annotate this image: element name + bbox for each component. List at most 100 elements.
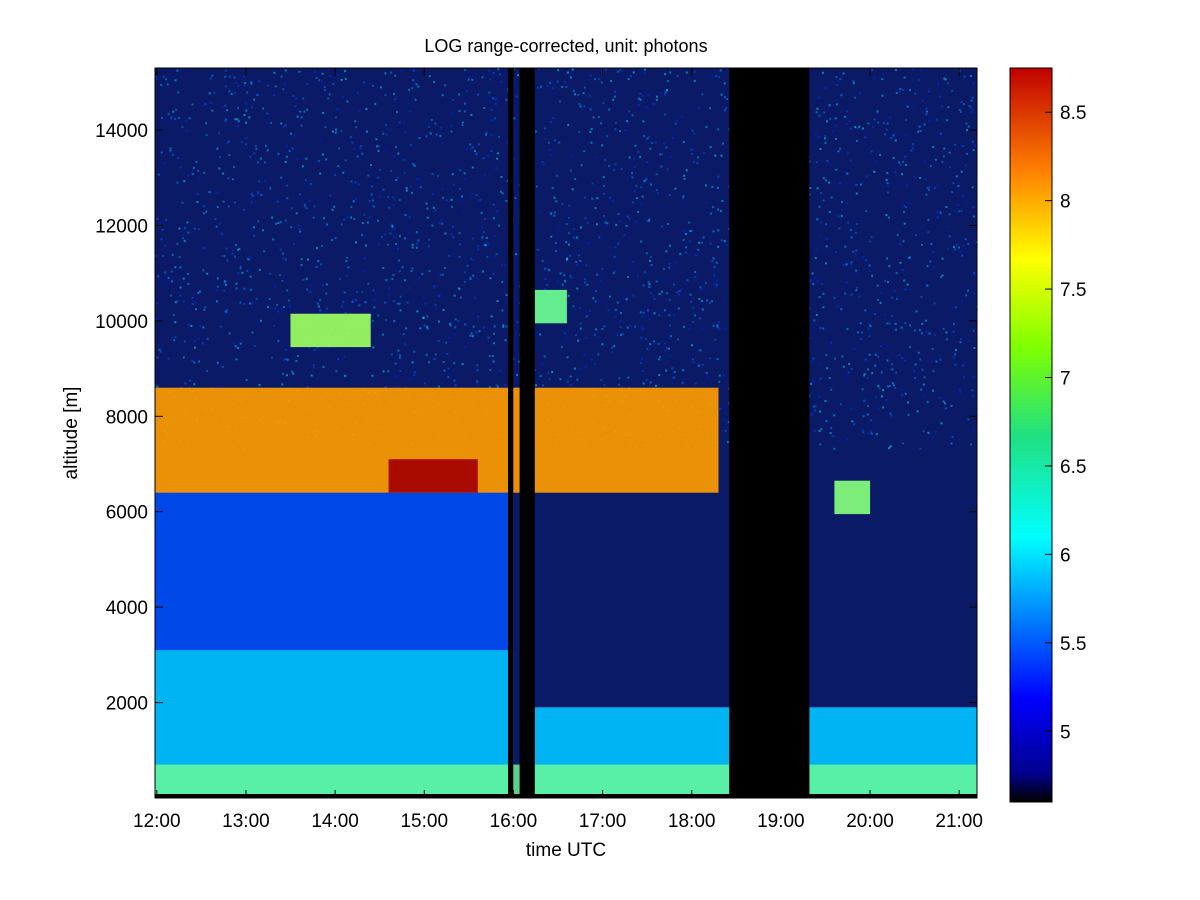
noise-speckle	[399, 354, 402, 357]
noise-speckle	[618, 383, 621, 386]
noise-speckle	[250, 82, 253, 85]
noise-speckle	[334, 131, 337, 134]
colorbar-tick-label: 5.5	[1060, 634, 1086, 655]
noise-speckle	[824, 137, 826, 140]
noise-speckle	[971, 108, 974, 111]
noise-speckle	[726, 244, 728, 247]
noise-speckle	[886, 182, 889, 185]
noise-speckle	[960, 101, 963, 103]
noise-speckle	[285, 219, 287, 222]
noise-speckle	[816, 280, 819, 283]
noise-speckle	[697, 349, 699, 352]
noise-speckle	[858, 295, 861, 298]
noise-speckle	[901, 268, 904, 271]
noise-speckle	[334, 237, 337, 239]
noise-speckle	[453, 362, 456, 365]
noise-speckle	[692, 361, 695, 364]
noise-speckle	[633, 158, 636, 161]
noise-speckle	[589, 74, 592, 77]
noise-speckle	[643, 271, 646, 274]
noise-speckle	[720, 154, 723, 157]
noise-speckle	[344, 159, 347, 162]
noise-speckle	[463, 271, 466, 274]
noise-speckle	[237, 120, 240, 123]
noise-speckle	[492, 203, 495, 206]
noise-speckle	[501, 192, 504, 195]
noise-speckle	[842, 264, 845, 267]
noise-speckle	[635, 184, 638, 187]
noise-speckle	[396, 386, 399, 389]
noise-speckle	[343, 291, 346, 294]
noise-speckle	[824, 419, 827, 422]
noise-speckle	[967, 339, 970, 342]
noise-speckle	[926, 401, 929, 403]
noise-speckle	[320, 263, 323, 266]
noise-speckle	[431, 224, 434, 227]
colorbar-axis: 55.566.577.588.5	[1045, 103, 1086, 743]
noise-speckle	[179, 266, 182, 269]
noise-speckle	[690, 229, 693, 232]
noise-speckle	[254, 145, 257, 148]
noise-speckle	[298, 70, 301, 73]
noise-speckle	[377, 243, 380, 246]
x-tick-label: 13:00	[222, 811, 270, 832]
noise-speckle	[584, 217, 587, 220]
noise-speckle	[600, 81, 603, 84]
noise-speckle	[664, 91, 667, 94]
noise-speckle	[683, 325, 685, 328]
noise-speckle	[288, 305, 291, 308]
x-axis: 12:00 13:00 14:00 15:00 16:00 17:00 18:00 19:00…	[133, 68, 983, 832]
noise-speckle	[886, 172, 889, 175]
noise-speckle	[611, 200, 614, 202]
noise-speckle	[664, 309, 667, 312]
noise-speckle	[652, 102, 655, 105]
noise-speckle	[917, 351, 920, 354]
noise-speckle	[396, 176, 399, 179]
noise-speckle	[205, 122, 208, 125]
noise-speckle	[677, 293, 680, 296]
noise-speckle	[561, 202, 564, 205]
noise-speckle	[441, 188, 444, 191]
noise-speckle	[925, 113, 928, 116]
noise-speckle	[445, 341, 447, 344]
noise-speckle	[672, 283, 675, 286]
noise-speckle	[471, 78, 474, 81]
noise-speckle	[446, 199, 449, 201]
noise-speckle	[337, 358, 340, 360]
noise-speckle	[487, 154, 490, 157]
noise-speckle	[590, 141, 593, 144]
noise-speckle	[495, 384, 498, 387]
noise-speckle	[203, 212, 206, 215]
noise-speckle	[234, 244, 237, 246]
noise-speckle	[373, 299, 376, 301]
noise-speckle	[450, 124, 453, 127]
noise-speckle	[469, 277, 472, 280]
noise-speckle	[486, 256, 489, 258]
noise-speckle	[392, 204, 395, 207]
noise-speckle	[663, 142, 666, 145]
noise-speckle	[172, 313, 175, 316]
noise-speckle	[156, 78, 158, 81]
noise-speckle	[564, 81, 566, 84]
noise-speckle	[464, 323, 467, 326]
noise-speckle	[825, 354, 828, 356]
noise-speckle	[953, 144, 956, 146]
noise-speckle	[457, 319, 460, 322]
noise-speckle	[550, 235, 553, 238]
noise-speckle	[291, 207, 293, 210]
noise-speckle	[972, 149, 975, 152]
noise-speckle	[250, 81, 253, 84]
noise-speckle	[890, 137, 893, 140]
noise-speckle	[969, 75, 972, 77]
noise-speckle	[658, 314, 661, 317]
noise-speckle	[326, 307, 329, 310]
noise-speckle	[285, 184, 288, 187]
noise-speckle	[319, 298, 322, 301]
noise-speckle	[312, 364, 315, 367]
noise-speckle	[939, 211, 942, 214]
noise-speckle	[283, 306, 285, 309]
noise-speckle	[939, 95, 941, 98]
noise-speckle	[643, 180, 646, 183]
noise-speckle	[411, 243, 414, 246]
noise-speckle	[245, 102, 248, 105]
